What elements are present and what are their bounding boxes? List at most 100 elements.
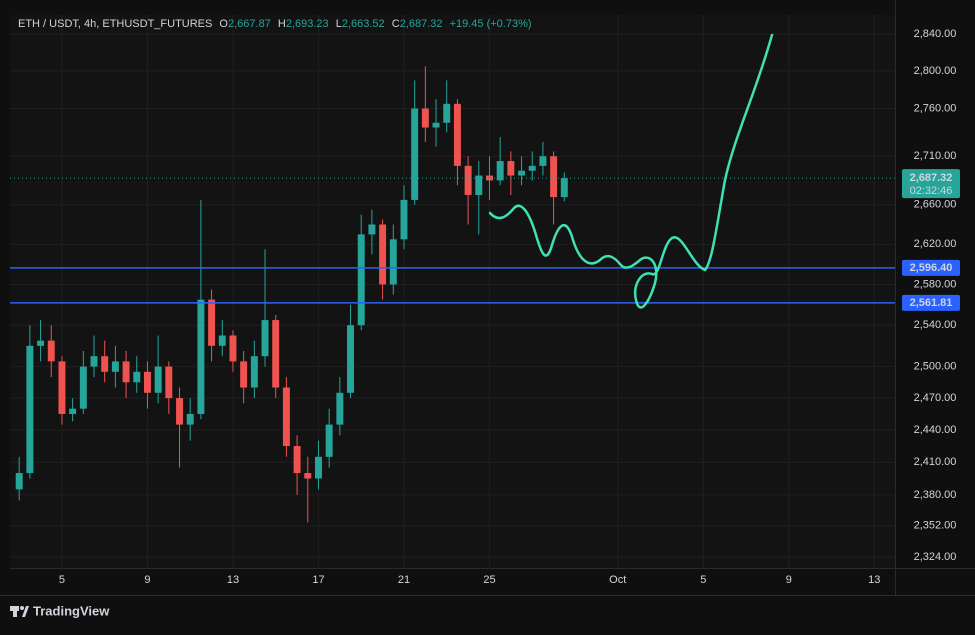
legend-header: ETH / USDT, 4h, ETHUSDT_FUTURES O2,667.8… (18, 18, 532, 30)
ohlc-key: O (219, 18, 228, 30)
candle-body (293, 446, 301, 474)
candle-body (496, 161, 504, 181)
y-tick-label: 2,352.00 (914, 520, 957, 532)
brand-logo: TradingView (10, 603, 110, 618)
last-price-box (902, 169, 960, 199)
change: +19.45 (+0.73%) (450, 18, 532, 30)
x-tick-label: 21 (398, 574, 410, 586)
candle-body (240, 361, 248, 388)
candle-body (229, 335, 237, 362)
candle-body (143, 371, 151, 393)
logo-shape (13, 606, 17, 617)
logo-shape (22, 606, 29, 617)
candle-body (37, 340, 45, 346)
y-tick-label: 2,800.00 (914, 65, 957, 77)
candle-body (550, 156, 558, 198)
ohlc-value: 2,687.32 (400, 18, 443, 30)
candle-body (411, 108, 419, 200)
price-label: 2,596.40 (910, 262, 953, 274)
grid (10, 15, 895, 568)
x-tick-label: 17 (312, 574, 324, 586)
y-tick-label: 2,710.00 (914, 150, 957, 162)
candle-body (357, 234, 365, 326)
candle-body (528, 165, 536, 171)
candle-body (475, 175, 483, 196)
candle-body (347, 325, 355, 393)
plot-area (10, 15, 895, 568)
x-tick-label: 13 (227, 574, 239, 586)
candle-body (111, 361, 119, 372)
ohlc-key: H (278, 18, 286, 30)
ohlc-key: C (392, 18, 400, 30)
candle-body (186, 413, 194, 425)
y-tick-label: 2,760.00 (914, 102, 957, 114)
price-label: 2,561.81 (910, 297, 953, 309)
candle-body (26, 345, 34, 474)
candle-body (122, 361, 130, 383)
candle-body (443, 103, 451, 123)
candle-body (486, 175, 493, 181)
ohlc-value: 2,663.52 (342, 18, 385, 30)
drawn-forecast (488, 33, 774, 309)
candle-body (379, 224, 387, 285)
ohlc-value: 2,667.87 (228, 18, 271, 30)
y-tick-label: 2,470.00 (914, 392, 957, 404)
candle-body (368, 224, 376, 235)
y-tick-label: 2,410.00 (914, 456, 957, 468)
candle-body (400, 199, 408, 240)
candle-body (218, 335, 226, 346)
candle-body (261, 320, 269, 357)
candle-body (208, 299, 216, 346)
candle-body (325, 424, 333, 457)
ohlc-value: 2,693.23 (286, 18, 329, 30)
candle-body (304, 473, 312, 479)
ohlc-key: L (336, 18, 342, 30)
candle-body (336, 392, 344, 425)
logo-shape (20, 606, 24, 610)
candle-body (421, 108, 429, 128)
candle-body (69, 408, 77, 414)
candle-body (101, 356, 109, 372)
candle-body (79, 366, 87, 409)
candle-body (154, 366, 162, 393)
candle-body (47, 340, 55, 362)
x-tick-label: 13 (868, 574, 880, 586)
y-tick-label: 2,660.00 (914, 199, 957, 211)
x-tick-label: 5 (700, 574, 706, 586)
candle-body (90, 356, 98, 367)
candle-body (507, 161, 515, 176)
candle-body (314, 456, 322, 479)
candle-body (432, 122, 440, 128)
x-tick-label: 25 (483, 574, 495, 586)
symbol: ETH / USDT, 4h, ETHUSDT_FUTURES (18, 18, 212, 30)
price-label-box (902, 294, 960, 311)
candle-body (197, 299, 205, 414)
y-tick-label: 2,440.00 (914, 424, 957, 436)
candle-body (464, 165, 472, 196)
y-tick-label: 2,380.00 (914, 489, 957, 501)
y-tick-label: 2,540.00 (914, 319, 957, 331)
candle-body (15, 473, 23, 490)
candle-body (58, 361, 66, 414)
y-tick-label: 2,840.00 (914, 28, 957, 40)
candle-body (560, 178, 568, 198)
y-tick-label: 2,580.00 (914, 278, 957, 290)
marks (10, 66, 895, 523)
last-price-label: 2,687.32 (910, 172, 953, 184)
candle-body (250, 356, 258, 388)
x-tick-label: Oct (609, 574, 626, 586)
x-tick-label: 9 (786, 574, 792, 586)
candle-body (176, 398, 183, 425)
candle-body (165, 366, 173, 399)
candle-body (133, 371, 141, 383)
y-tick-label: 2,620.00 (914, 238, 957, 250)
candle-body (389, 239, 397, 285)
candle-body (282, 387, 290, 447)
price-label-box (902, 259, 960, 276)
countdown: 02:32:46 (910, 185, 953, 197)
y-tick-label: 2,324.00 (914, 551, 957, 563)
candle-body (539, 156, 547, 166)
x-tick-label: 5 (59, 574, 65, 586)
